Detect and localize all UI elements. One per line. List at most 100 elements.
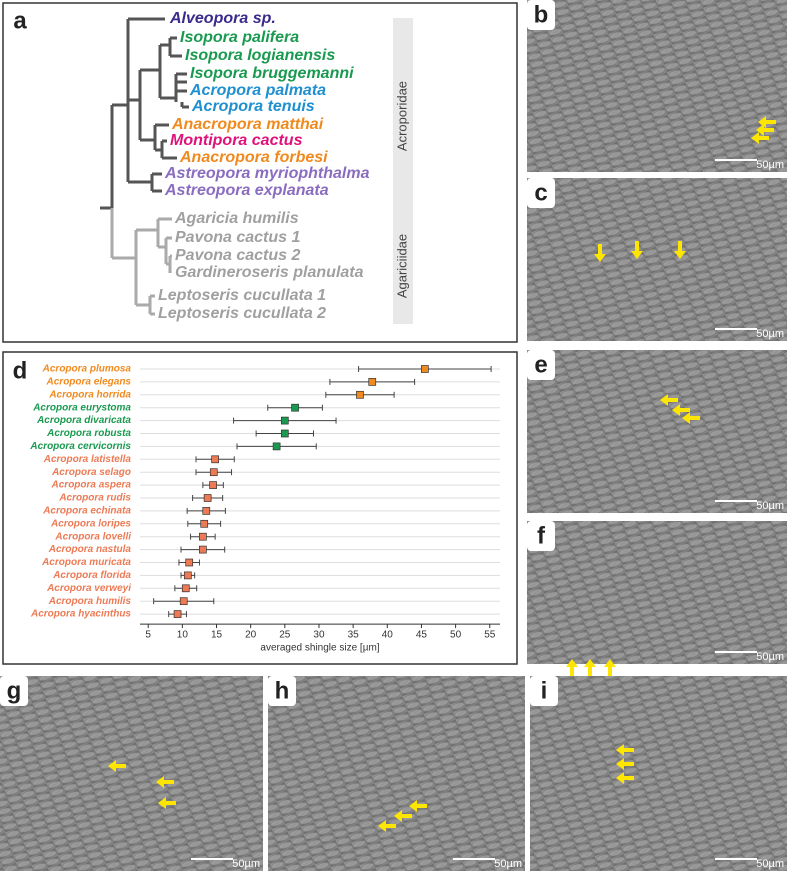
point <box>421 365 429 373</box>
category-label: Acropora hyacinthus <box>30 609 131 620</box>
scale-bar-label: 50µm <box>756 651 784 663</box>
sem-image <box>0 676 263 871</box>
taxon-label: Astreopora explanata <box>164 182 329 199</box>
panel-label-bg <box>527 178 555 208</box>
panel-label: c <box>534 179 547 206</box>
point <box>198 545 207 554</box>
point <box>291 403 299 412</box>
family-band <box>393 208 413 324</box>
sem-image <box>527 0 787 172</box>
point <box>202 507 211 515</box>
panel-label-bg <box>268 676 296 706</box>
x-tick-label: 15 <box>211 630 223 641</box>
category-label: Acropora robusta <box>46 428 131 439</box>
arrow <box>616 744 634 756</box>
scale-bar-label: 50µm <box>494 858 522 870</box>
point <box>211 455 219 464</box>
x-tick-label: 50 <box>450 630 462 641</box>
point <box>179 597 188 606</box>
category-label: Acropora plumosa <box>42 364 132 375</box>
arrow <box>566 659 578 677</box>
scale-bar-label: 50µm <box>756 858 784 870</box>
sem-image <box>530 676 787 871</box>
x-tick-label: 5 <box>145 630 151 641</box>
category-label: Acropora nastula <box>48 544 132 555</box>
arrow <box>660 394 678 406</box>
taxon-label: Anacropora forbesi <box>179 149 328 166</box>
point <box>203 494 212 502</box>
panel-label-bg <box>530 676 558 706</box>
point <box>356 390 364 399</box>
category-label: Acropora aspera <box>51 480 132 491</box>
taxon-label: Agaricia humilis <box>174 210 299 227</box>
category-label: Acropora latistella <box>43 454 132 465</box>
arrow <box>394 810 412 822</box>
panel-label-bg <box>527 350 555 380</box>
arrow <box>682 412 700 424</box>
point <box>209 481 217 489</box>
point <box>173 610 182 618</box>
arrow <box>672 404 690 416</box>
family-label: Acroporidae <box>394 81 409 151</box>
point <box>280 429 289 438</box>
arrow <box>616 758 634 770</box>
x-tick-label: 20 <box>245 630 257 641</box>
point <box>200 519 209 528</box>
arrow <box>751 132 769 144</box>
family-label: Agariciidae <box>394 234 409 298</box>
point <box>181 584 190 593</box>
arrow <box>158 797 176 809</box>
x-axis-label: averaged shingle size [µm] <box>260 643 379 654</box>
category-label: Acropora muricata <box>41 557 131 568</box>
category-label: Acropora cervicornis <box>29 441 131 452</box>
category-label: Acropora eurystoma <box>32 402 131 413</box>
category-label: Acropora divaricata <box>36 415 131 426</box>
sem-image <box>527 350 787 513</box>
category-label: Acropora elegans <box>46 377 132 388</box>
taxon-label: Montipora cactus <box>170 132 303 149</box>
x-tick-label: 30 <box>313 630 325 641</box>
category-label: Acropora horrida <box>48 389 131 400</box>
panel-label: a <box>13 7 27 34</box>
x-tick-label: 35 <box>348 630 360 641</box>
taxon-label: Pavona cactus 1 <box>175 229 301 246</box>
taxon-label: Isopora logianensis <box>185 47 335 64</box>
arrow <box>604 659 616 677</box>
panel-label-bg <box>527 0 555 30</box>
x-tick-label: 40 <box>382 630 394 641</box>
point <box>368 378 377 386</box>
panel-label: b <box>534 1 549 28</box>
scale-bar-label: 50µm <box>756 500 784 512</box>
panel-label: h <box>275 677 290 704</box>
panel-frame <box>2 351 518 665</box>
scale-bar-label: 50µm <box>756 328 784 340</box>
taxon-label: Pavona cactus 2 <box>175 247 301 264</box>
scale-bar-label: 50µm <box>232 858 260 870</box>
panel-label: d <box>13 357 28 384</box>
arrow <box>756 124 774 136</box>
arrow <box>378 820 396 832</box>
category-label: Acropora lovelli <box>54 531 131 542</box>
arrow <box>156 776 174 788</box>
arrow <box>584 659 596 677</box>
panel-frame <box>2 2 518 343</box>
family-band <box>393 18 413 214</box>
arrow <box>409 800 427 812</box>
taxon-label: Leptoseris cucullata 1 <box>158 287 326 304</box>
sem-image <box>527 521 787 664</box>
taxon-label: Gardineroseris planulata <box>175 264 364 281</box>
x-tick-label: 45 <box>416 630 428 641</box>
point <box>272 442 281 451</box>
panel-label: i <box>541 677 548 704</box>
arrow <box>594 244 606 262</box>
arrow <box>616 772 634 784</box>
taxon-label: Anacropora matthai <box>171 116 324 133</box>
category-label: Acropora humilis <box>48 596 132 607</box>
x-tick-label: 25 <box>279 630 291 641</box>
arrow <box>108 760 126 772</box>
taxon-label: Isopora bruggemanni <box>190 65 354 82</box>
point <box>280 416 289 425</box>
point <box>209 468 218 477</box>
panel-label: e <box>534 351 547 378</box>
